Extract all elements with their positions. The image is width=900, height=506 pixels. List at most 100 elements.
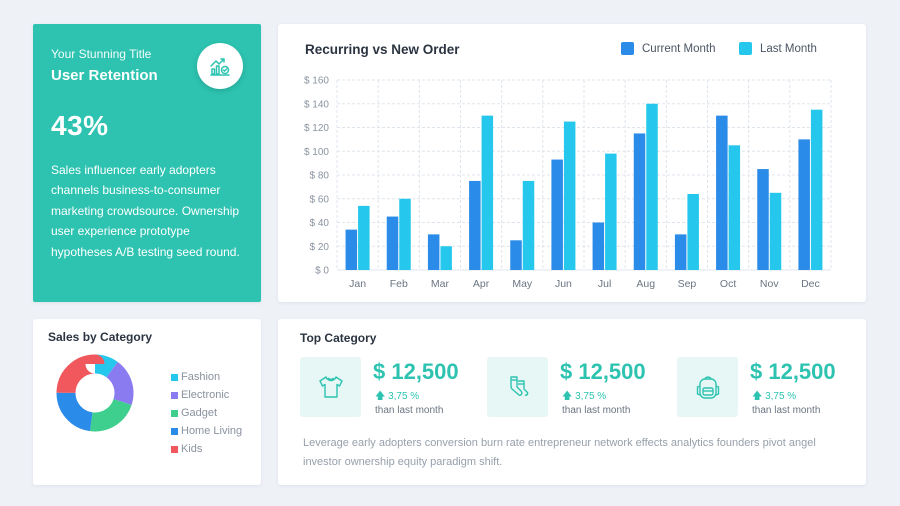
- category-legend-item[interactable]: Kids: [171, 440, 242, 458]
- legend-swatch-current: [621, 42, 634, 55]
- y-tick-label: $ 20: [310, 242, 330, 253]
- category-legend-item[interactable]: Home Living: [171, 422, 242, 440]
- arrow-up-icon: 🡅: [752, 391, 763, 402]
- category-label: Electronic: [181, 389, 230, 401]
- bar-last-oct[interactable]: [728, 145, 741, 270]
- top-category-title: Top Category: [300, 331, 377, 345]
- category-note: than last month: [375, 405, 444, 416]
- retention-subtitle: Your Stunning Title: [51, 47, 152, 61]
- x-tick-label: Feb: [390, 278, 408, 290]
- growth-chart-icon: [197, 43, 243, 89]
- bar-current-mar[interactable]: [427, 234, 440, 270]
- bar-chart-svg: $ 0 $ 20 $ 40 $ 60 $ 80 $ 100 $ 120 $ 140 $ 160 J…: [304, 76, 832, 290]
- x-tick-label: Jun: [555, 278, 572, 290]
- bar-last-jun[interactable]: [563, 121, 576, 270]
- category-change: 🡅 3,75 %: [562, 389, 606, 406]
- top-category-description: Leverage early adopters conversion burn …: [303, 437, 816, 468]
- socks-icon[interactable]: [487, 357, 548, 417]
- x-tick-label: May: [512, 278, 533, 290]
- bar-last-may[interactable]: [522, 180, 535, 270]
- legend-dot: [171, 427, 178, 435]
- chart-title: Recurring vs New Order: [305, 42, 460, 57]
- x-tick-label: Dec: [801, 278, 820, 290]
- donut-slice-home-living[interactable]: [56, 354, 134, 432]
- x-tick-label: Apr: [473, 278, 490, 290]
- legend-swatch-last: [739, 42, 752, 55]
- category-change: 🡅 3,75 %: [375, 389, 419, 406]
- y-tick-label: $ 120: [304, 123, 329, 134]
- bar-current-oct[interactable]: [716, 115, 728, 270]
- bar-last-mar[interactable]: [440, 246, 452, 270]
- legend-dot: [171, 409, 178, 417]
- bar-last-dec[interactable]: [810, 109, 823, 270]
- recurring-vs-new-order-chart: Recurring vs New Order Current Month Las…: [278, 24, 866, 302]
- bar-last-apr[interactable]: [481, 115, 494, 270]
- tshirt-icon[interactable]: [300, 357, 361, 417]
- y-tick-label: $ 60: [310, 194, 330, 205]
- bar-current-jun[interactable]: [551, 159, 563, 270]
- arrow-up-icon: 🡅: [562, 391, 573, 402]
- legend-dot: [171, 445, 178, 453]
- bar-current-jul[interactable]: [592, 222, 605, 271]
- change-value: 3,75 %: [388, 391, 420, 402]
- donut-slice-kids[interactable]: [56, 354, 134, 432]
- y-tick-label: $ 100: [304, 147, 329, 158]
- bar-current-aug[interactable]: [633, 133, 646, 270]
- retention-percent: 43%: [51, 110, 109, 141]
- x-tick-label: Oct: [720, 278, 736, 290]
- x-tick-label: Aug: [636, 278, 655, 290]
- y-tick-label: $ 80: [310, 171, 330, 182]
- legend-current-month[interactable]: Current Month: [621, 42, 716, 55]
- retention-title: User Retention: [51, 67, 158, 84]
- change-value: 3,75 %: [765, 391, 797, 402]
- bar-last-jan[interactable]: [358, 205, 370, 270]
- x-tick-label: Mar: [431, 278, 450, 290]
- top-category-card: Top Category $ 12,500 🡅 3,75 % than last…: [278, 319, 866, 485]
- donut-slice-electronic[interactable]: [56, 354, 134, 432]
- y-tick-label: $ 0: [315, 266, 329, 277]
- x-tick-label: Jul: [598, 278, 611, 290]
- bar-last-sep[interactable]: [687, 194, 699, 270]
- category-legend: Fashion Electronic Gadget Home Living Ki…: [171, 368, 242, 458]
- bar-last-aug[interactable]: [646, 103, 658, 270]
- retention-description: Sales influencer early adopters channels…: [51, 163, 240, 259]
- legend-dot: [171, 373, 178, 381]
- bar-current-feb[interactable]: [386, 216, 399, 270]
- legend-last-month[interactable]: Last Month: [739, 42, 817, 55]
- category-change: 🡅 3,75 %: [752, 389, 796, 406]
- legend-label-last: Last Month: [760, 42, 817, 55]
- category-label: Kids: [181, 443, 203, 455]
- legend-dot: [171, 391, 178, 399]
- category-donut-chart: [56, 354, 134, 432]
- category-legend-item[interactable]: Electronic: [171, 386, 242, 404]
- user-retention-card: Your Stunning Title User Retention 43% S…: [33, 24, 261, 302]
- category-legend-item[interactable]: Fashion: [171, 368, 242, 386]
- category-note: than last month: [752, 405, 821, 416]
- category-price: $ 12,500: [373, 359, 459, 384]
- arrow-up-icon: 🡅: [375, 391, 386, 402]
- bar-current-apr[interactable]: [469, 180, 481, 270]
- category-price: $ 12,500: [750, 359, 836, 384]
- category-legend-item[interactable]: Gadget: [171, 404, 242, 422]
- bar-current-nov[interactable]: [757, 169, 769, 270]
- x-tick-label: Sep: [678, 278, 697, 290]
- bar-current-jan[interactable]: [345, 229, 358, 270]
- backpack-icon[interactable]: [677, 357, 738, 417]
- donut-slice-gadget[interactable]: [56, 354, 134, 432]
- y-tick-label: $ 140: [304, 99, 329, 110]
- bar-last-feb[interactable]: [399, 198, 411, 270]
- category-note: than last month: [562, 405, 631, 416]
- sales-by-category-card: Sales by Category Fashion Electronic Gad…: [33, 319, 261, 485]
- category-label: Gadget: [181, 407, 218, 419]
- change-value: 3,75 %: [575, 391, 607, 402]
- category-label: Home Living: [181, 425, 243, 437]
- bar-last-jul[interactable]: [605, 153, 617, 270]
- legend-label-current: Current Month: [642, 42, 716, 55]
- category-price: $ 12,500: [560, 359, 646, 384]
- bar-last-nov[interactable]: [769, 192, 782, 270]
- category-label: Fashion: [181, 371, 221, 383]
- sales-title: Sales by Category: [48, 330, 153, 344]
- bar-current-dec[interactable]: [798, 139, 810, 270]
- bar-current-may[interactable]: [510, 240, 522, 270]
- bar-current-sep[interactable]: [674, 234, 687, 270]
